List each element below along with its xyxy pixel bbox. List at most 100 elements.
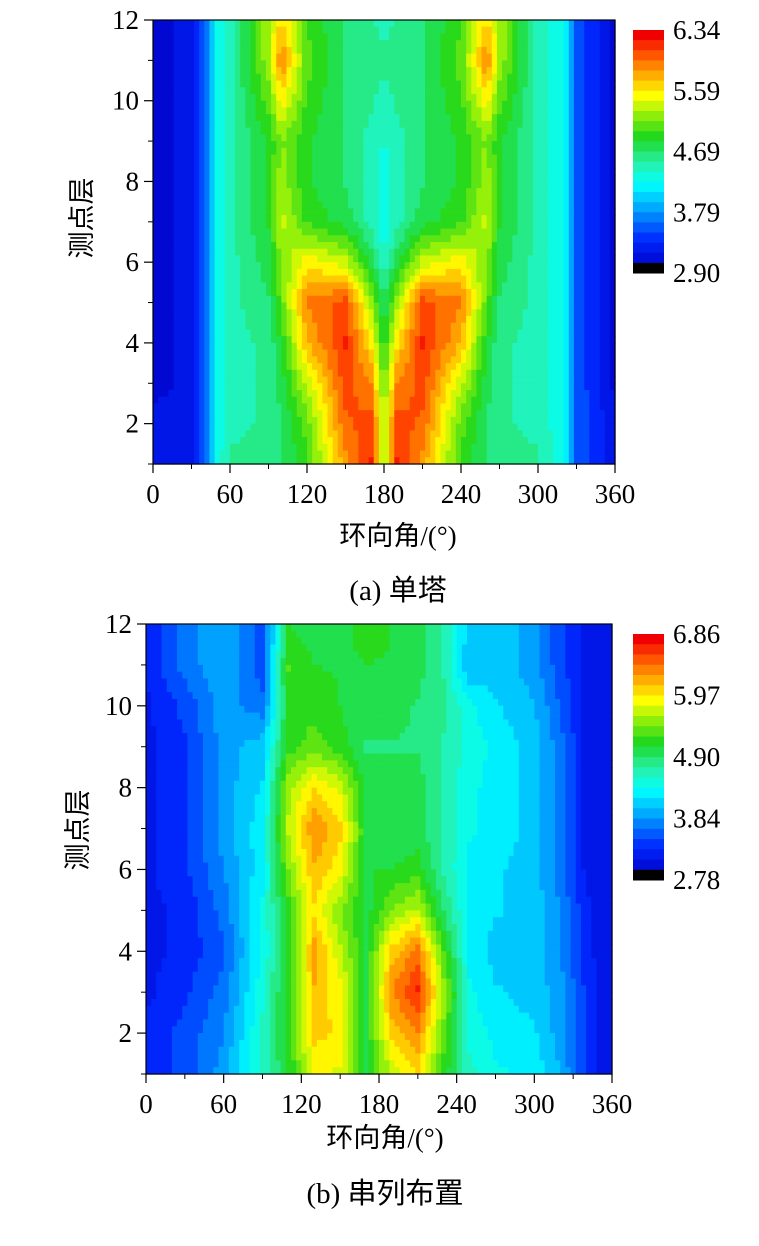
heatmap-cell xyxy=(281,282,288,290)
heatmap-cell xyxy=(409,67,416,75)
heatmap-cell xyxy=(209,181,216,189)
heatmap-cell xyxy=(327,26,334,35)
heatmap-cell xyxy=(204,107,211,115)
heatmap-cell xyxy=(271,369,277,378)
heatmap-cell xyxy=(512,40,519,48)
heatmap-cell xyxy=(609,248,616,257)
heatmap-cell xyxy=(358,208,365,216)
heatmap-cell xyxy=(168,376,175,384)
heatmap-cell xyxy=(332,67,339,75)
heatmap-cell xyxy=(342,87,349,95)
heatmap-cell xyxy=(507,194,513,203)
heatmap-cell xyxy=(209,390,216,398)
heatmap-cell xyxy=(414,329,421,337)
heatmap-cell xyxy=(312,26,318,35)
heatmap-cell xyxy=(337,201,344,209)
heatmap-cell xyxy=(496,107,503,115)
heatmap-cell xyxy=(496,201,503,209)
heatmap-cell xyxy=(425,94,431,102)
heatmap-cell xyxy=(214,383,221,391)
heatmap-cell xyxy=(527,46,534,55)
heatmap-cell xyxy=(183,33,190,41)
heatmap-cell xyxy=(522,141,529,149)
heatmap-cell xyxy=(609,342,616,351)
heatmap-cell xyxy=(512,168,519,176)
heatmap-cell xyxy=(512,20,519,28)
heatmap-cell xyxy=(496,73,503,82)
heatmap-cell xyxy=(481,208,488,216)
heatmap-cell xyxy=(409,33,416,41)
heatmap-cell xyxy=(522,40,529,48)
heatmap-cell xyxy=(563,282,570,290)
heatmap-cell xyxy=(168,329,175,337)
heatmap-cell xyxy=(548,107,554,115)
heatmap-cell xyxy=(450,80,457,88)
heatmap-cell xyxy=(568,53,575,61)
heatmap-cell xyxy=(194,309,200,317)
heatmap-cell xyxy=(178,33,185,41)
heatmap-cell xyxy=(461,141,467,149)
heatmap-cell xyxy=(224,60,231,68)
heatmap-cell xyxy=(589,342,596,351)
heatmap-cell xyxy=(301,369,308,378)
heatmap-cell xyxy=(573,262,580,270)
heatmap-cell xyxy=(522,94,529,102)
heatmap-cell xyxy=(517,215,524,223)
heatmap-cell xyxy=(435,181,442,189)
heatmap-cell xyxy=(548,53,554,61)
heatmap-cell xyxy=(389,141,395,149)
heatmap-cell xyxy=(399,369,406,378)
heatmap-cell xyxy=(594,302,601,310)
heatmap-cell xyxy=(491,221,498,230)
heatmap-cell xyxy=(496,275,503,283)
heatmap-cell xyxy=(296,67,303,75)
heatmap-cell xyxy=(194,87,200,95)
heatmap-cell xyxy=(194,235,200,243)
heatmap-cell xyxy=(271,383,277,391)
heatmap-cell xyxy=(219,26,226,35)
heatmap-cell xyxy=(573,53,580,61)
heatmap-cell xyxy=(461,46,467,55)
heatmap-cell xyxy=(312,141,318,149)
heatmap-cell xyxy=(342,174,349,183)
heatmap-cell xyxy=(153,100,159,109)
heatmap-cell xyxy=(466,87,472,95)
heatmap-cell xyxy=(604,201,611,209)
heatmap-cell xyxy=(414,107,421,115)
heatmap-cell xyxy=(404,194,411,203)
heatmap-cell xyxy=(507,53,513,61)
heatmap-cell xyxy=(291,262,298,270)
heatmap-cell xyxy=(476,53,483,61)
heatmap-cell xyxy=(496,228,503,236)
heatmap-cell xyxy=(599,60,606,68)
heatmap-cell xyxy=(183,221,190,230)
heatmap-cell xyxy=(276,390,282,398)
heatmap-cell xyxy=(532,114,539,122)
heatmap-cell xyxy=(342,363,349,371)
heatmap-cell xyxy=(209,242,216,250)
heatmap-cell xyxy=(312,53,318,61)
heatmap-cell xyxy=(265,322,272,331)
heatmap-cell xyxy=(502,349,508,357)
heatmap-cell xyxy=(378,154,385,162)
heatmap-cell xyxy=(496,114,503,122)
heatmap-cell xyxy=(414,154,421,162)
heatmap-cell xyxy=(224,369,231,378)
heatmap-cell xyxy=(322,94,329,102)
heatmap-cell xyxy=(255,268,262,277)
heatmap-cell xyxy=(579,168,585,176)
heatmap-cell xyxy=(579,262,585,270)
heatmap-cell xyxy=(235,208,241,216)
heatmap-cell xyxy=(281,168,288,176)
heatmap-cell xyxy=(532,100,539,109)
heatmap-cell xyxy=(312,268,318,277)
heatmap-cell xyxy=(245,40,252,48)
heatmap-cell xyxy=(445,235,452,243)
heatmap-cell xyxy=(219,262,226,270)
heatmap-cell xyxy=(538,322,544,331)
heatmap-cell xyxy=(353,356,359,364)
heatmap-cell xyxy=(312,40,318,48)
heatmap-cell xyxy=(419,161,426,169)
heatmap-cell xyxy=(394,369,400,378)
heatmap-cell xyxy=(389,376,395,384)
